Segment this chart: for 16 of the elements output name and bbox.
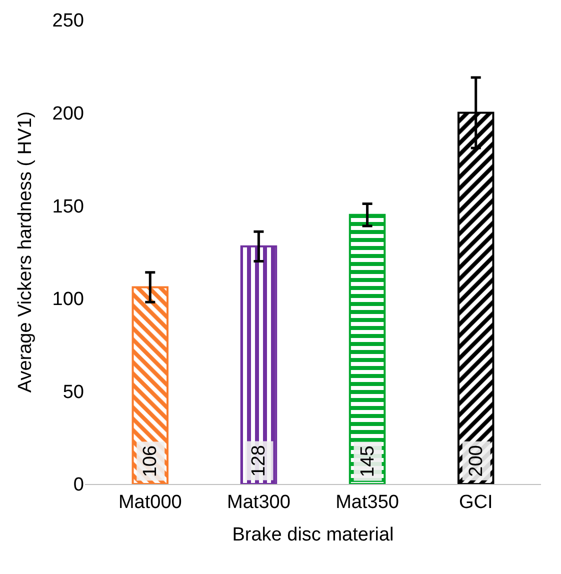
data-label: 200	[466, 445, 487, 477]
x-axis-title: Brake disc material	[232, 524, 394, 546]
x-tick-label: Mat000	[118, 492, 182, 513]
y-tick-label: 100	[52, 289, 84, 310]
y-tick-label: 250	[52, 10, 84, 32]
data-label: 106	[140, 445, 162, 478]
x-tick-label: Mat350	[336, 492, 399, 513]
x-tick-label: Mat300	[227, 492, 290, 513]
y-tick-label: 0	[73, 474, 84, 496]
x-tick-label: GCI	[458, 492, 493, 513]
data-label: 145	[357, 446, 378, 478]
y-tick-label: 200	[52, 103, 84, 124]
y-axis-title: Average Vickers hardness ( HV1)	[15, 111, 36, 393]
y-tick-label: 150	[52, 196, 84, 218]
y-tick-label: 50	[62, 382, 84, 403]
data-label: 128	[248, 445, 270, 477]
